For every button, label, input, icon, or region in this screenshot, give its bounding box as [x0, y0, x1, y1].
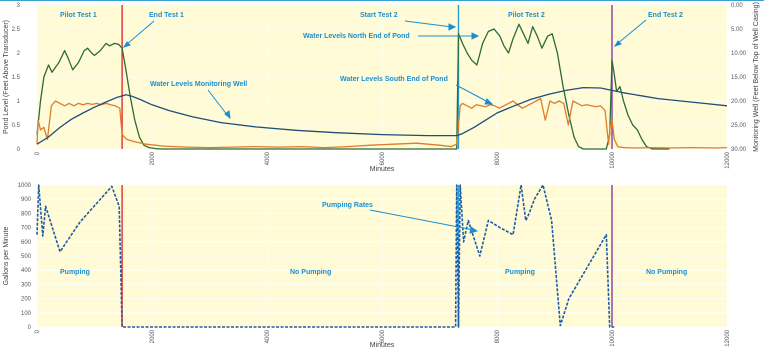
top-left-y-tick-label: 1.5 — [12, 75, 21, 81]
annotation-monitoring-well: Water Levels Monitoring Well — [150, 81, 247, 88]
top-series-line-0 — [36, 23, 670, 150]
top-right-y-tick-label: 0.00 — [731, 3, 743, 9]
top-right-y-tick-label: 15.00 — [731, 75, 747, 81]
annotation-south-pond: Water Levels South End of Pond — [340, 76, 448, 83]
arrowhead-start-test-2 — [448, 23, 457, 31]
top-left-y-tick-label: 2.5 — [12, 27, 21, 33]
arrowhead-end-test-2 — [613, 40, 622, 47]
bottom-x-tick-label: 12000 — [725, 329, 731, 346]
top-x-tick-label: 10000 — [610, 151, 616, 168]
top-series-line-1 — [36, 97, 728, 149]
top-left-y-tick-labels: 0 0.5 1 1.5 2 2.5 3 — [12, 3, 21, 153]
arrow-start-test-2 — [404, 20, 453, 28]
top-left-y-tick-label: 1 — [17, 99, 21, 105]
top-right-y-tick-label: 20.00 — [731, 99, 747, 105]
bottom-x-axis-label: Minutes — [370, 342, 395, 349]
bottom-y-tick-label: 900 — [21, 197, 32, 203]
annotation-pilot-test-1: Pilot Test 1 — [60, 12, 97, 19]
region-no-pumping-2: No Pumping — [646, 269, 687, 276]
bottom-x-tick-label: 8000 — [495, 329, 501, 343]
arrow-south-pond — [455, 84, 491, 104]
annotation-arrows-top — [122, 19, 647, 120]
arrowhead-pumping-rates — [469, 226, 479, 234]
arrow-end-test-2 — [616, 19, 647, 45]
bottom-y-axis-label: Gallons per Minute — [3, 227, 10, 286]
top-right-y-tick-label: 5.00 — [731, 27, 743, 33]
arrow-monitoring-well — [207, 89, 229, 117]
bottom-y-tick-label: 300 — [21, 282, 32, 288]
top-left-y-tick-label: 0 — [17, 147, 21, 153]
top-left-y-tick-label: 0.5 — [12, 123, 21, 129]
bottom-y-tick-label: 100 — [21, 311, 32, 317]
annotation-north-pond: Water Levels North End of Pond — [303, 33, 410, 40]
bottom-y-tick-label: 500 — [21, 254, 32, 260]
top-right-y-tick-labels: 0.00 5.00 10.00 15.00 20.00 25.00 30.00 — [731, 3, 747, 153]
arrow-pumping-rates — [369, 209, 475, 231]
top-x-axis-label: Minutes — [370, 166, 395, 173]
annotation-pilot-test-2: Pilot Test 2 — [508, 12, 545, 19]
bottom-series-lines — [36, 184, 615, 328]
top-x-tick-label: 6000 — [380, 151, 386, 165]
top-right-y-tick-label: 25.00 — [731, 123, 747, 129]
region-no-pumping-1: No Pumping — [290, 269, 331, 276]
bottom-x-tick-label: 4000 — [265, 329, 271, 343]
arrow-end-test-1 — [125, 20, 155, 46]
bottom-y-tick-label: 700 — [21, 226, 32, 232]
top-series-lines — [36, 23, 728, 150]
top-x-tick-label: 4000 — [265, 151, 271, 165]
bottom-series-line-0 — [36, 184, 615, 328]
arrowhead-north-pond — [471, 32, 480, 40]
bottom-y-tick-label: 800 — [21, 211, 32, 217]
top-x-tick-label: 2000 — [150, 151, 156, 165]
annotation-end-test-1: End Test 1 — [149, 12, 184, 19]
annotation-arrows-bottom — [369, 209, 479, 234]
top-right-y-axis-label: Monitoring Well (Feet Below Top of Well … — [753, 2, 760, 152]
top-x-tick-label: 12000 — [725, 151, 731, 168]
bottom-x-tick-label: 0 — [35, 329, 41, 333]
bottom-y-tick-label: 400 — [21, 268, 32, 274]
bottom-y-tick-label: 0 — [28, 325, 32, 331]
bottom-y-tick-labels: 0 100 200 300 400 500 600 700 800 900 1000 — [18, 183, 32, 331]
top-chart: 0 2000 4000 6000 8000 10000 12000 0 0.5 1 1.5 2 2.5… — [3, 2, 760, 173]
region-pumping-2: Pumping — [505, 269, 535, 276]
top-x-tick-label: 8000 — [495, 151, 501, 165]
annotation-end-test-2: End Test 2 — [648, 12, 683, 19]
top-series-line-2 — [36, 86, 728, 145]
bottom-y-tick-label: 200 — [21, 297, 32, 303]
annotation-pumping-rates: Pumping Rates — [322, 202, 373, 209]
top-right-y-tick-label: 30.00 — [731, 147, 747, 153]
annotation-start-test-2: Start Test 2 — [360, 12, 398, 19]
bottom-x-tick-label: 2000 — [150, 329, 156, 343]
top-left-y-tick-label: 2 — [17, 51, 21, 57]
top-x-tick-labels: 0 2000 4000 6000 8000 10000 12000 — [35, 151, 731, 168]
top-left-y-tick-label: 3 — [17, 3, 21, 9]
arrowhead-end-test-1 — [122, 41, 131, 48]
arrowhead-south-pond — [484, 98, 494, 105]
region-pumping-1: Pumping — [60, 269, 90, 276]
bottom-chart: 0 2000 4000 6000 8000 10000 12000 0 100 200 300 40… — [3, 183, 731, 349]
top-left-y-axis-label: Pond Level (Feet Above Transducer) — [3, 20, 10, 134]
bottom-x-tick-labels: 0 2000 4000 6000 8000 10000 12000 — [35, 329, 731, 346]
bottom-y-tick-label: 1000 — [18, 183, 32, 189]
bottom-y-tick-label: 600 — [21, 240, 32, 246]
top-x-tick-label: 0 — [35, 151, 41, 155]
arrowhead-monitoring-well — [224, 110, 231, 120]
bottom-x-tick-label: 10000 — [610, 329, 616, 346]
bottom-x-tick-label: 6000 — [380, 329, 386, 343]
top-right-y-tick-label: 10.00 — [731, 51, 747, 57]
